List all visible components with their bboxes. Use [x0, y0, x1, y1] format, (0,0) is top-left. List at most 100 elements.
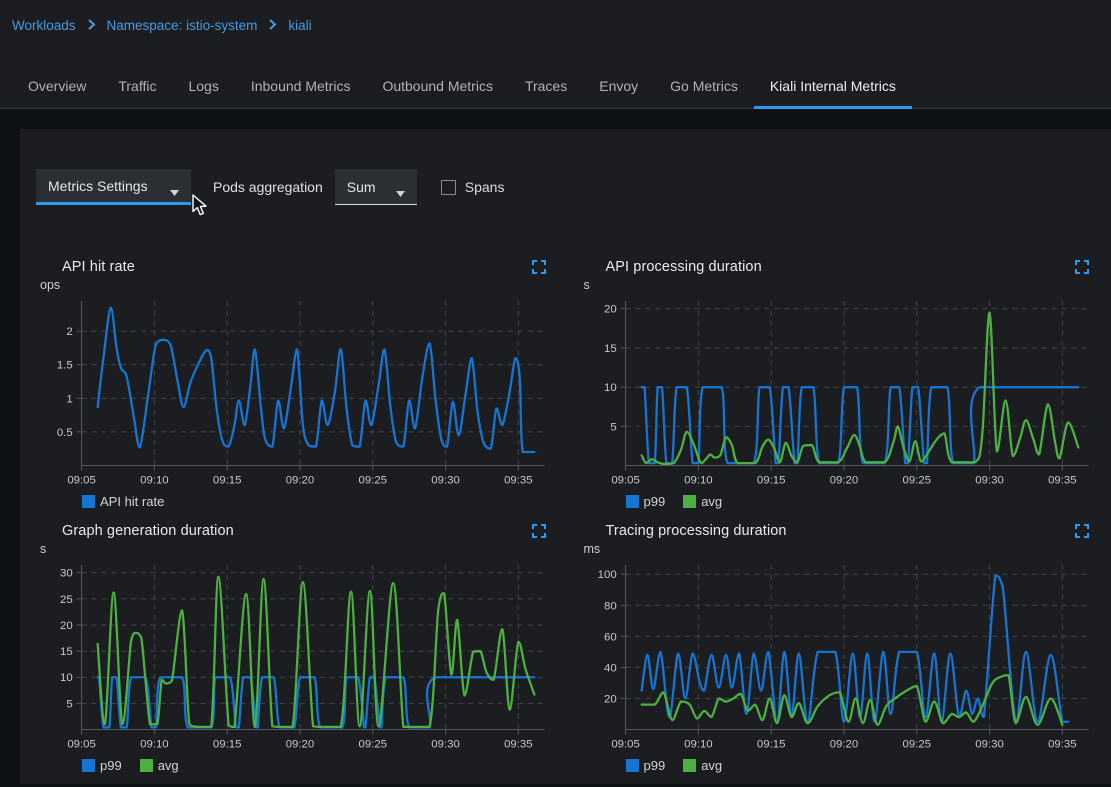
- svg-text:25: 25: [60, 594, 73, 606]
- svg-text:80: 80: [604, 601, 617, 613]
- tab-traces[interactable]: Traces: [509, 68, 583, 109]
- tab-inbound-metrics[interactable]: Inbound Metrics: [235, 68, 367, 109]
- spans-label: Spans: [464, 179, 505, 195]
- legend-item[interactable]: API hit rate: [82, 494, 164, 509]
- expand-icon[interactable]: [1075, 524, 1089, 539]
- svg-text:09:15: 09:15: [756, 739, 785, 751]
- svg-text:09:10: 09:10: [140, 739, 169, 751]
- legend-item[interactable]: avg: [683, 494, 722, 509]
- legend-swatch: [139, 759, 153, 773]
- chart-legend: API hit rate: [82, 491, 552, 511]
- svg-text:5: 5: [66, 699, 72, 711]
- breadcrumb-link-namespace[interactable]: Namespace: istio-system: [106, 17, 258, 33]
- svg-text:09:30: 09:30: [975, 474, 1004, 486]
- chart-title: Tracing processing duration: [605, 523, 787, 540]
- chevron-down-icon: [395, 184, 405, 197]
- svg-text:40: 40: [604, 663, 617, 675]
- legend-label: p99: [643, 758, 666, 774]
- svg-text:09:15: 09:15: [756, 474, 785, 486]
- tab-traffic[interactable]: Traffic: [102, 68, 172, 109]
- tab-bar: Overview Traffic Logs Inbound Metrics Ou…: [0, 68, 1111, 109]
- legend-label: avg: [157, 758, 179, 774]
- svg-text:09:05: 09:05: [67, 474, 96, 486]
- svg-text:10: 10: [604, 382, 617, 394]
- svg-text:09:05: 09:05: [611, 739, 640, 751]
- svg-text:09:30: 09:30: [975, 739, 1004, 751]
- legend-item[interactable]: p99: [82, 758, 122, 773]
- svg-text:09:35: 09:35: [1048, 739, 1077, 751]
- breadcrumb-separator-icon: [268, 18, 277, 33]
- expand-icon[interactable]: [531, 524, 546, 539]
- chart-title: Graph generation duration: [62, 523, 234, 540]
- chart-legend: p99 avg: [625, 491, 1096, 511]
- chart-legend: p99 avg: [625, 756, 1096, 776]
- pods-aggregation-value: Sum: [346, 178, 376, 195]
- legend-label: avg: [701, 493, 723, 509]
- metrics-toolbar: Metrics Settings Pods aggregation Sum Sp…: [36, 169, 1095, 205]
- breadcrumb: Workloads Namespace: istio-system kiali: [0, 15, 1111, 35]
- svg-text:5: 5: [610, 421, 616, 433]
- legend-item[interactable]: avg: [683, 758, 722, 773]
- spans-checkbox[interactable]: Spans: [440, 179, 505, 195]
- tab-kiali-internal-metrics[interactable]: Kiali Internal Metrics: [753, 68, 912, 109]
- svg-text:09:20: 09:20: [286, 739, 315, 751]
- svg-text:09:15: 09:15: [213, 739, 242, 751]
- expand-icon[interactable]: [531, 260, 546, 274]
- svg-text:0.5: 0.5: [57, 427, 73, 439]
- chart-plot: 5 10 15 20 09:05 09:10 09:15 09:20 09:25 09:30 09:…: [604, 300, 1089, 486]
- legend-swatch: [625, 494, 639, 508]
- metrics-settings-dropdown[interactable]: Metrics Settings: [36, 169, 191, 205]
- svg-text:09:25: 09:25: [902, 474, 931, 486]
- svg-text:20: 20: [604, 694, 617, 706]
- tab-envoy[interactable]: Envoy: [583, 68, 654, 109]
- chart-plot: 0.5 1 1.5 2 09:05 09:10 09:15 09:20 09:25 09:30 09…: [57, 300, 545, 486]
- legend-item[interactable]: avg: [139, 758, 179, 774]
- svg-text:09:15: 09:15: [213, 474, 242, 486]
- svg-text:09:35: 09:35: [504, 474, 533, 486]
- chart-title: API hit rate: [62, 259, 135, 275]
- legend-item[interactable]: p99: [625, 493, 666, 509]
- svg-text:09:20: 09:20: [829, 474, 858, 486]
- metrics-settings-label: Metrics Settings: [48, 177, 148, 194]
- svg-text:15: 15: [60, 646, 73, 658]
- page-content: Metrics Settings Pods aggregation Sum Sp…: [0, 109, 1111, 784]
- chevron-down-icon: [170, 183, 179, 196]
- svg-text:10: 10: [60, 672, 73, 684]
- chart-plot: 5 10 15 20 25 30 09:05 09:10 09:15 09:20 09:25 09:3…: [60, 565, 545, 751]
- tab-logs[interactable]: Logs: [172, 68, 234, 109]
- expand-icon[interactable]: [1075, 260, 1089, 274]
- legend-item[interactable]: p99: [625, 758, 666, 774]
- legend-label: p99: [100, 758, 122, 774]
- svg-text:09:20: 09:20: [286, 474, 315, 486]
- pods-aggregation-dropdown[interactable]: Sum: [334, 169, 417, 205]
- svg-text:100: 100: [597, 569, 616, 581]
- chart-unit-label: ops: [40, 278, 61, 292]
- svg-text:09:35: 09:35: [504, 739, 533, 751]
- svg-text:09:05: 09:05: [67, 739, 96, 751]
- chart-unit-label: ms: [583, 542, 601, 557]
- checkbox-box[interactable]: [440, 179, 456, 195]
- legend-swatch: [683, 759, 697, 773]
- svg-text:1: 1: [66, 393, 72, 405]
- breadcrumb-link-workloads[interactable]: Workloads: [12, 17, 76, 33]
- svg-text:09:25: 09:25: [359, 739, 388, 751]
- chart-title: API processing duration: [605, 259, 762, 275]
- masthead: Workloads Namespace: istio-system kiali …: [0, 0, 1111, 109]
- chart-api-processing-duration: API processing duration s 5 10 15 20 09:05 09…: [580, 257, 1096, 511]
- svg-text:1.5: 1.5: [57, 360, 73, 372]
- svg-text:09:35: 09:35: [1048, 474, 1077, 486]
- tab-outbound-metrics[interactable]: Outbound Metrics: [366, 68, 509, 109]
- svg-text:09:10: 09:10: [684, 739, 713, 751]
- legend-label: avg: [701, 758, 723, 774]
- charts-grid: API hit rate ops 0.5 1 1.5 2 09:05 09:10 09:15…: [36, 257, 1095, 776]
- breadcrumb-link-workload-name[interactable]: kiali: [288, 17, 312, 33]
- svg-text:09:10: 09:10: [684, 474, 713, 486]
- svg-text:20: 20: [60, 620, 73, 632]
- svg-text:15: 15: [604, 343, 617, 355]
- legend-label: p99: [643, 493, 666, 509]
- tab-go-metrics[interactable]: Go Metrics: [654, 68, 754, 109]
- legend-swatch: [82, 494, 95, 508]
- chart-api-hit-rate: API hit rate ops 0.5 1 1.5 2 09:05 09:10 09:15…: [36, 257, 552, 511]
- tab-overview[interactable]: Overview: [12, 68, 102, 109]
- svg-text:60: 60: [604, 632, 617, 644]
